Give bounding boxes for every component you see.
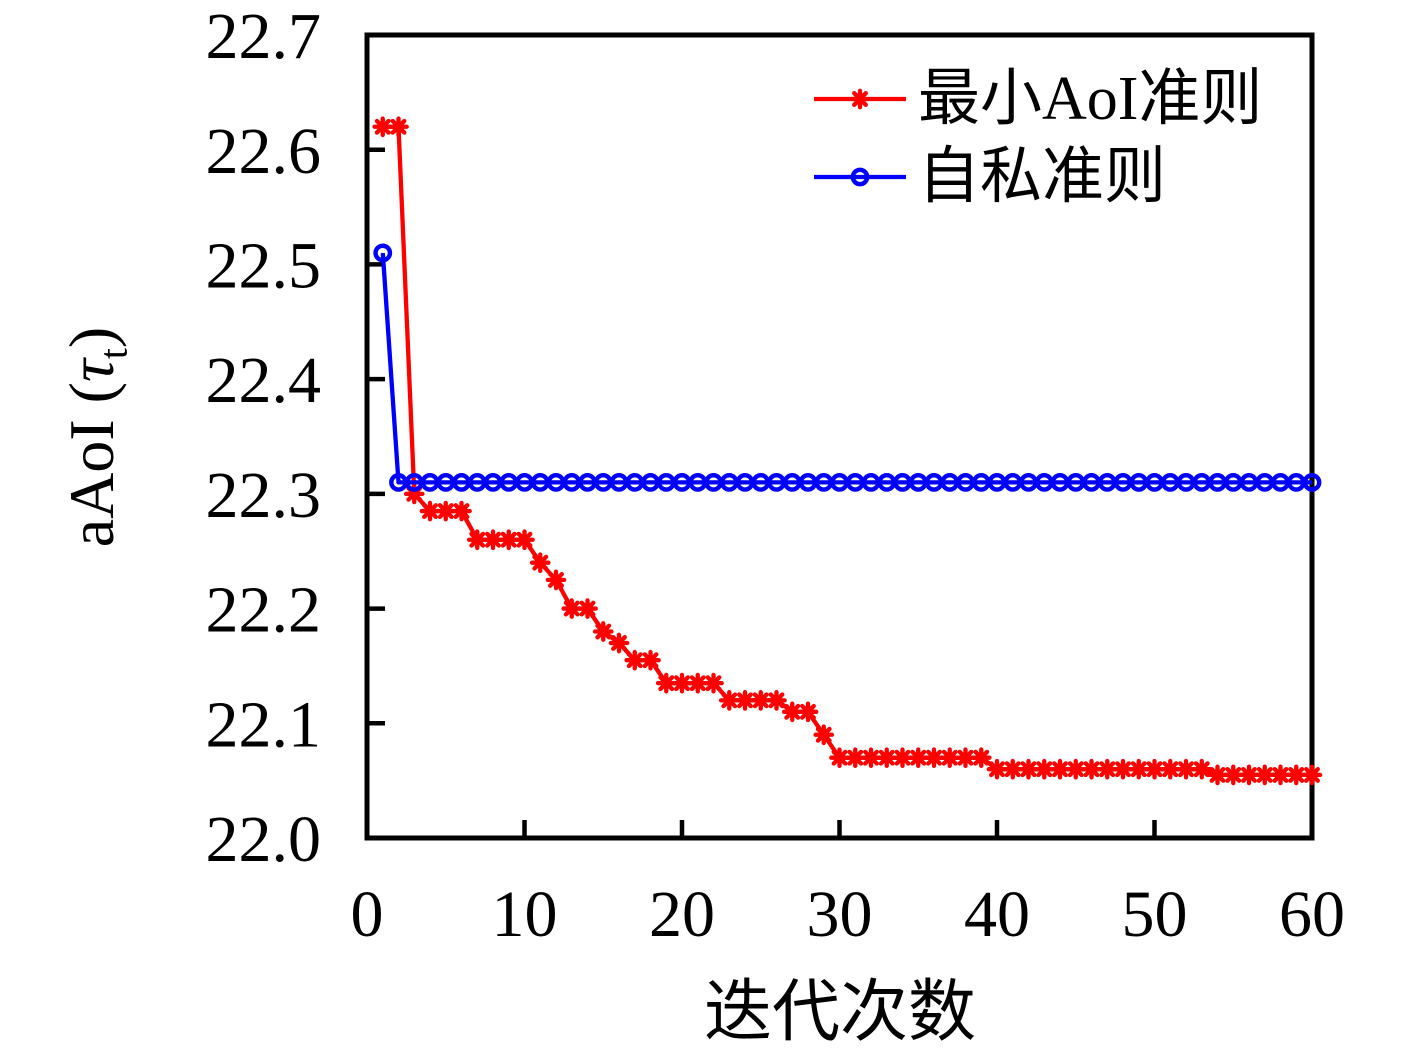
x-axis-label: 迭代次数 <box>703 974 977 1050</box>
min-aoi-marker <box>923 747 945 769</box>
min-aoi-marker <box>703 672 724 694</box>
x-tick-label: 10 <box>492 878 558 951</box>
min-aoi-marker <box>907 747 929 769</box>
x-tick-label: 40 <box>964 878 1030 951</box>
min-aoi-marker <box>813 724 835 746</box>
min-aoi-marker <box>797 701 819 723</box>
y-tick-label: 22.2 <box>206 574 322 647</box>
min-aoi-marker <box>498 529 520 551</box>
y-axis-label: aAoI (τt) <box>56 327 136 548</box>
min-aoi-marker <box>529 552 551 574</box>
min-aoi-marker <box>545 569 567 591</box>
tau-subscript: t <box>91 348 136 360</box>
min-aoi-marker <box>372 116 394 138</box>
min-aoi-marker <box>844 747 866 769</box>
min-aoi-marker <box>403 483 425 505</box>
selfish-marker <box>373 243 393 263</box>
y-tick-label: 22.1 <box>206 688 322 761</box>
min-aoi-marker <box>671 672 693 694</box>
min-aoi-marker <box>451 500 472 522</box>
min-aoi-marker <box>734 689 756 711</box>
legend-label-selfish: 自私准则 <box>918 143 1167 211</box>
min-aoi-marker <box>829 747 850 769</box>
min-aoi-marker <box>1191 758 1213 780</box>
min-aoi-marker <box>1144 758 1165 780</box>
min-aoi-marker <box>1096 758 1118 780</box>
min-aoi-marker <box>435 500 457 522</box>
min-aoi-marker <box>624 649 646 671</box>
x-tick-label: 30 <box>807 878 873 951</box>
legend-red-asterisk-line-icon <box>814 88 906 110</box>
min-aoi-marker <box>781 701 803 723</box>
min-aoi-marker <box>482 529 504 551</box>
selfish-series-line <box>380 252 1312 485</box>
y-axis-label-prefix: aAoI ( <box>55 382 127 548</box>
min-aoi-marker <box>1159 758 1181 780</box>
min-aoi-marker <box>1222 764 1244 786</box>
min-aoi-marker <box>592 621 614 642</box>
min-aoi-marker <box>1049 758 1071 780</box>
x-tick-label: 50 <box>1122 878 1188 951</box>
min-aoi-marker <box>892 747 913 769</box>
x-tick-label: 60 <box>1279 878 1345 951</box>
x-tick-label: 0 <box>351 878 384 951</box>
min-aoi-marker <box>986 758 1008 780</box>
y-axis-label-suffix: ) <box>55 326 127 349</box>
min-aoi-marker <box>687 672 709 694</box>
min-aoi-marker <box>1238 764 1260 786</box>
min-aoi-marker <box>1081 758 1102 780</box>
min-aoi-marker <box>577 598 598 619</box>
min-aoi-marker <box>514 529 535 551</box>
min-aoi-marker <box>608 632 630 654</box>
min-aoi-marker <box>860 747 882 769</box>
min-aoi-marker <box>1018 758 1039 780</box>
min-aoi-marker <box>718 689 740 711</box>
min-aoi-marker <box>1112 758 1134 780</box>
min-aoi-marker <box>640 649 661 671</box>
min-aoi-legend-marker <box>849 88 871 110</box>
min-aoi-marker <box>750 689 772 711</box>
min-aoi-marker <box>970 747 992 769</box>
min-aoi-marker <box>1301 764 1323 786</box>
min-aoi-marker <box>561 598 583 619</box>
min-aoi-marker <box>1033 758 1055 780</box>
y-tick-label: 22.0 <box>206 803 322 876</box>
min-aoi-marker <box>1065 758 1087 780</box>
min-aoi-marker <box>1175 758 1197 780</box>
min-aoi-marker <box>876 747 898 769</box>
legend-item-selfish: 自私准则 <box>810 138 1262 216</box>
legend-label-min-aoi: 最小AoI准则 <box>918 65 1263 133</box>
selfish-marker <box>1302 472 1322 492</box>
min-aoi-marker <box>655 672 677 694</box>
legend-item-min-aoi: 最小AoI准则 <box>810 60 1262 138</box>
min-aoi-marker <box>1285 764 1307 786</box>
min-aoi-marker <box>1254 764 1276 786</box>
min-aoi-marker <box>419 500 441 522</box>
y-tick-label: 22.6 <box>206 115 322 188</box>
min-aoi-marker <box>1128 758 1150 780</box>
x-tick-label: 20 <box>649 878 715 951</box>
min-aoi-series-line <box>382 124 1312 778</box>
min-aoi-marker <box>466 529 488 551</box>
min-aoi-marker <box>939 747 961 769</box>
min-aoi-marker <box>1002 758 1024 780</box>
min-aoi-marker <box>1270 764 1291 786</box>
min-aoi-marker <box>766 689 787 711</box>
tau-symbol: τ <box>55 359 127 382</box>
selfish-legend-marker <box>850 167 870 187</box>
y-tick-label: 22.7 <box>206 0 322 73</box>
y-tick-label: 22.5 <box>206 230 322 303</box>
legend-blue-circle-line-icon <box>814 167 906 187</box>
y-tick-label: 22.4 <box>206 344 322 417</box>
min-aoi-marker <box>955 747 976 769</box>
legend: 最小AoI准则 自私准则 <box>810 60 1262 216</box>
min-aoi-marker <box>388 116 409 138</box>
min-aoi-marker <box>1207 764 1228 786</box>
y-tick-label: 22.3 <box>206 459 322 532</box>
